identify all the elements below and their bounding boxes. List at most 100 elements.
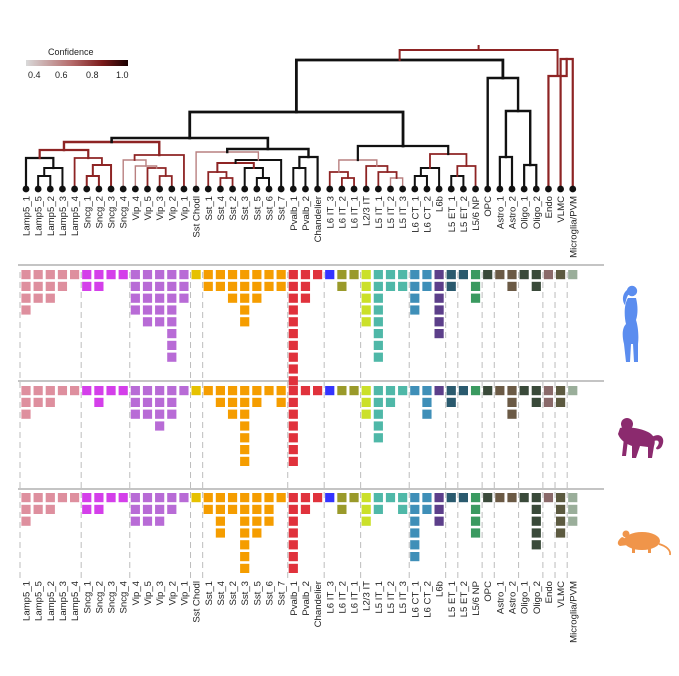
leaf-node (95, 185, 103, 193)
cell-type-square (45, 293, 55, 303)
cell-type-square (300, 270, 311, 280)
cell-type-square (507, 397, 517, 407)
cell-type-square (434, 516, 444, 526)
cell-type-square (543, 270, 554, 280)
cell-type-square (288, 364, 298, 374)
cell-type-square (276, 386, 286, 396)
cell-type-square (215, 516, 225, 526)
cell-type-label: L5 ET_2 (459, 581, 470, 617)
cell-type-square (142, 504, 153, 514)
dendrogram-branch (523, 163, 538, 191)
cell-type-square (33, 493, 43, 503)
cell-type-label: OPC (483, 581, 494, 602)
cell-type-square (288, 516, 298, 526)
cell-type-square (434, 293, 444, 303)
dendrogram-branch (486, 76, 520, 191)
cell-type-square (422, 493, 432, 503)
cell-type-square (130, 386, 140, 396)
cell-type-square (215, 397, 225, 407)
cell-type-label: Oligo_2 (532, 196, 543, 229)
cell-type-square (373, 504, 383, 514)
cell-type-square (167, 270, 177, 280)
cell-type-label: VLMC (556, 196, 567, 223)
cell-type-square (142, 516, 153, 526)
cell-type-square (240, 317, 250, 327)
cell-type-square (288, 340, 298, 350)
cell-type-square (252, 493, 262, 503)
cell-type-square (240, 563, 250, 573)
cell-type-square (458, 270, 468, 280)
cell-type-square (325, 493, 335, 503)
cell-type-square (167, 281, 177, 291)
cell-type-square (215, 528, 225, 538)
cell-type-square (568, 504, 578, 514)
cell-type-square (470, 504, 481, 514)
cell-type-square (191, 386, 201, 396)
cell-type-label: Lamp5_2 (46, 581, 57, 621)
cell-type-square (470, 528, 481, 538)
cell-type-square (568, 493, 578, 503)
cell-type-square (203, 281, 213, 291)
cell-type-label: Sst_2 (228, 581, 239, 606)
cell-type-square (288, 445, 298, 455)
leaf-node (435, 185, 443, 193)
cell-type-square (288, 409, 298, 419)
leaf-node (144, 185, 151, 193)
cell-type-square (21, 409, 31, 419)
cell-type-label: Microglia/PVM (568, 581, 579, 643)
cell-type-label: Lamp5_5 (34, 581, 45, 621)
cell-type-square (130, 305, 140, 315)
cell-type-label: Vip_5 (143, 196, 154, 220)
cell-type-label: L5 IT_1 (374, 196, 385, 229)
cell-type-square (470, 270, 481, 280)
cell-type-square (288, 504, 298, 514)
leaf-node (326, 185, 334, 193)
dendrogram-branch (43, 167, 64, 190)
cell-type-square (215, 281, 225, 291)
cell-type-square (227, 293, 238, 303)
cell-type-square (82, 504, 92, 514)
legend-tick: 0.4 (28, 70, 41, 80)
dendrogram-branch (110, 136, 270, 151)
cell-type-label: VLMC (556, 581, 567, 608)
cell-type-square (33, 281, 43, 291)
cell-type-label: Sst Chodl (192, 196, 203, 238)
cell-type-label: Astro_2 (508, 196, 519, 229)
leaf-node (374, 185, 382, 193)
cell-type-square (470, 493, 481, 503)
leaf-node (119, 185, 127, 193)
cell-type-label: L5 IT_2 (386, 196, 397, 229)
cell-type-square (556, 397, 566, 407)
cell-type-square (70, 386, 80, 396)
cell-type-square (288, 540, 298, 550)
cell-type-square (240, 409, 250, 419)
cell-type-square (434, 329, 444, 339)
dendrogram-branch (356, 144, 450, 162)
cell-type-square (191, 270, 201, 280)
cell-type-square (203, 270, 213, 280)
cell-type-square (227, 493, 238, 503)
cell-type-square (155, 293, 165, 303)
cell-type-label: L6 IT_2 (337, 196, 348, 229)
cell-type-square (373, 317, 383, 327)
cell-type-square (155, 281, 165, 291)
cell-type-square (167, 329, 177, 339)
leaf-node (156, 185, 164, 193)
cell-type-square (264, 281, 274, 291)
cell-type-label: Sst_1 (204, 581, 215, 606)
cell-type-square (276, 281, 286, 291)
dendrogram (24, 45, 574, 191)
cell-type-label: Sncg_4 (119, 580, 130, 613)
cell-type-square (252, 281, 262, 291)
cell-type-square (288, 352, 298, 362)
cell-type-square (94, 386, 104, 396)
square-grid (21, 270, 578, 573)
cell-type-square (33, 504, 43, 514)
cell-type-square (349, 386, 359, 396)
dendrogram-leaves (22, 185, 577, 193)
leaf-node (83, 185, 91, 193)
cell-type-square (470, 516, 481, 526)
cell-type-square (531, 516, 541, 526)
cell-type-label: L6 IT_1 (350, 196, 361, 229)
cell-type-label: L5 ET_2 (459, 196, 470, 232)
